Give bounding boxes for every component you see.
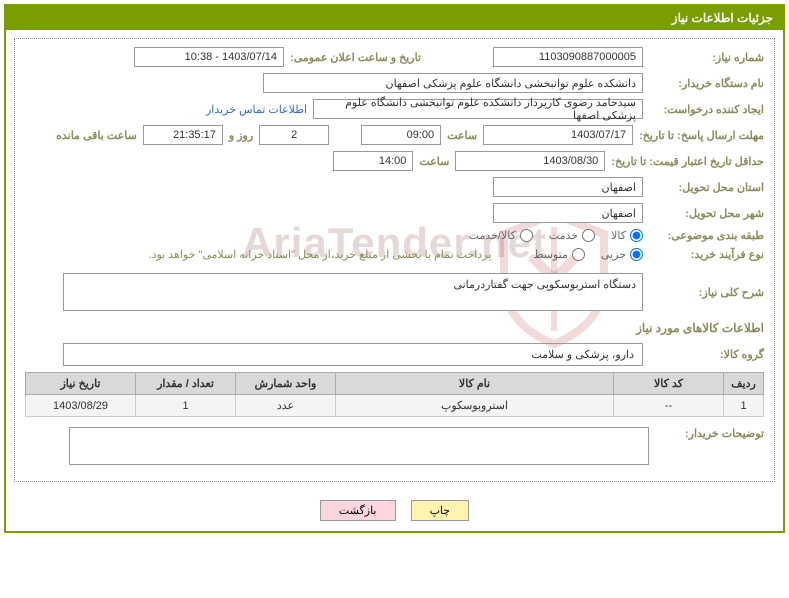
table-cell: -- (614, 395, 724, 417)
category-radio-label: کالا (611, 229, 626, 242)
purchase-type-label: نوع فرآیند خرید: (649, 248, 764, 261)
buyer-org-value: دانشکده علوم توانبخشی دانشگاه علوم پزشکی… (263, 73, 643, 93)
price-validity-time: 14:00 (333, 151, 413, 171)
purchase-type-radio-label: جزیی (601, 248, 626, 261)
table-cell: استروبوسکوپ (336, 395, 614, 417)
items-info-heading: اطلاعات کالاهای مورد نیاز (25, 321, 764, 335)
days-and-label: روز و (229, 129, 253, 142)
purchase-type-radio-label: متوسط (533, 248, 568, 261)
payment-note: پرداخت تمام یا بخشی از مبلغ خرید،از محل … (149, 248, 492, 261)
hour-label-1: ساعت (447, 129, 477, 142)
table-header: تاریخ نیاز (26, 373, 136, 395)
remaining-days: 2 (259, 125, 329, 145)
remaining-label: ساعت باقی مانده (56, 129, 137, 142)
response-deadline-time: 09:00 (361, 125, 441, 145)
table-cell: 1403/08/29 (26, 395, 136, 417)
category-option[interactable]: کالا (611, 229, 643, 242)
details-panel: AriaTender.net شماره نیاز: 1103090887000… (14, 38, 775, 482)
category-radio-group: کالا خدمت کالا/خدمت (469, 229, 643, 242)
print-button[interactable]: چاپ (411, 500, 470, 521)
purchase-type-radio[interactable] (572, 248, 585, 261)
general-desc-label: شرح کلی نیاز: (649, 286, 764, 299)
purchase-type-option[interactable]: متوسط (533, 248, 585, 261)
items-table: ردیفکد کالانام کالاواحد شمارشتعداد / مقد… (25, 372, 764, 417)
delivery-city-value: اصفهان (493, 203, 643, 223)
table-cell: 1 (724, 395, 764, 417)
table-header: تعداد / مقدار (136, 373, 236, 395)
delivery-city-label: شهر محل تحویل: (649, 207, 764, 220)
buyer-notes-value (69, 427, 649, 465)
buyer-org-label: نام دستگاه خریدار: (649, 77, 764, 90)
announce-datetime-value: 1403/07/14 - 10:38 (134, 47, 284, 67)
purchase-type-radio[interactable] (630, 248, 643, 261)
response-deadline-label: مهلت ارسال پاسخ: تا تاریخ: (639, 129, 764, 142)
delivery-province-value: اصفهان (493, 177, 643, 197)
table-header: کد کالا (614, 373, 724, 395)
category-option[interactable]: خدمت (549, 229, 595, 242)
price-validity-label: حداقل تاریخ اعتبار قیمت: تا تاریخ: (611, 155, 764, 168)
table-header: ردیف (724, 373, 764, 395)
requester-value: سیدحامد رضوی کارپرداز دانشکده علوم توانب… (313, 99, 643, 119)
category-option[interactable]: کالا/خدمت (469, 229, 533, 242)
requester-label: ایجاد کننده درخواست: (649, 103, 764, 116)
table-row: 1--استروبوسکوپعدد11403/08/29 (26, 395, 764, 417)
table-cell: عدد (236, 395, 336, 417)
response-deadline-date: 1403/07/17 (483, 125, 633, 145)
category-radio[interactable] (630, 229, 643, 242)
panel-title: جزئیات اطلاعات نیاز (6, 6, 783, 30)
button-row: چاپ بازگشت (6, 490, 783, 531)
category-radio-label: خدمت (549, 229, 578, 242)
back-button[interactable]: بازگشت (320, 500, 396, 521)
price-validity-date: 1403/08/30 (455, 151, 605, 171)
buyer-notes-label: توضیحات خریدار: (649, 427, 764, 440)
buyer-contact-link[interactable]: اطلاعات تماس خریدار (206, 103, 307, 116)
hour-label-2: ساعت (419, 155, 449, 168)
delivery-province-label: استان محل تحویل: (649, 181, 764, 194)
purchase-type-option[interactable]: جزیی (601, 248, 643, 261)
category-radio-label: کالا/خدمت (469, 229, 516, 242)
purchase-type-radio-group: جزیی متوسط (533, 248, 643, 261)
item-group-label: گروه کالا: (649, 348, 764, 361)
table-header: واحد شمارش (236, 373, 336, 395)
remaining-time: 21:35:17 (143, 125, 223, 145)
category-radio[interactable] (582, 229, 595, 242)
table-cell: 1 (136, 395, 236, 417)
category-label: طبقه بندی موضوعی: (649, 229, 764, 242)
item-group-value: دارو، پزشکی و سلامت (63, 343, 643, 366)
need-number-value: 1103090887000005 (493, 47, 643, 67)
main-panel: جزئیات اطلاعات نیاز AriaTender.net شماره… (4, 4, 785, 533)
category-radio[interactable] (520, 229, 533, 242)
announce-datetime-label: تاریخ و ساعت اعلان عمومی: (290, 51, 421, 64)
table-header: نام کالا (336, 373, 614, 395)
need-number-label: شماره نیاز: (649, 51, 764, 64)
general-desc-value: دستگاه استربوسکوپی جهت گفتاردرمانی (63, 273, 643, 311)
